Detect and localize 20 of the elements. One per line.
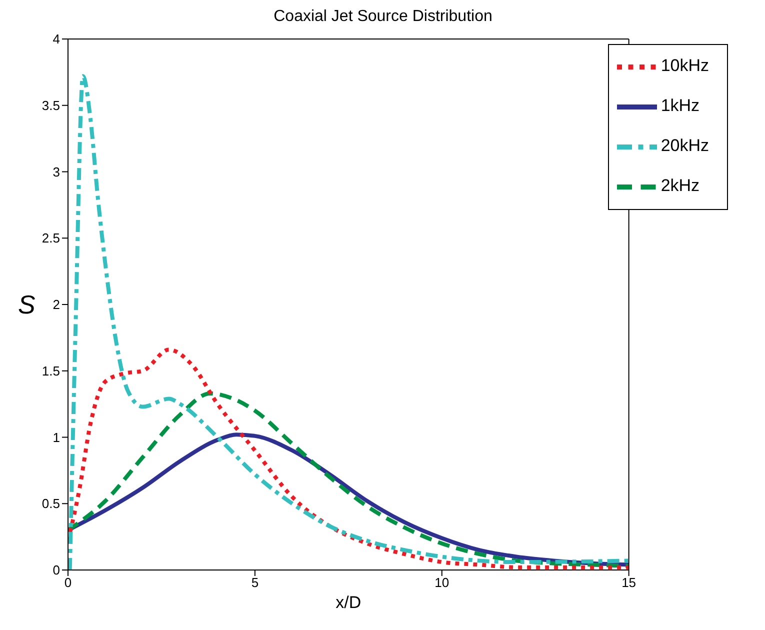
y-axis-title: S [18,290,36,320]
y-tick-label: 1 [52,430,60,445]
legend-label: 20kHz [660,136,709,156]
legend-label: 1kHz [660,96,700,116]
legend-label: 10kHz [660,56,709,76]
y-tick-label: 4 [52,32,60,47]
y-tick-label: 2.5 [42,230,60,246]
chart-title: Coaxial Jet Source Distribution [272,8,494,27]
x-tick-label: 5 [251,575,259,590]
y-tick-label: 2 [52,297,60,312]
y-tick-label: 0.5 [42,496,60,512]
x-tick-label: 10 [434,575,450,590]
y-tick-label: 1.5 [42,363,60,378]
x-axis-title: x/D [336,593,362,612]
y-tick-label: 3 [52,164,60,180]
legend-label: 2kHz [660,176,700,196]
x-tick-label: 15 [622,575,636,590]
y-tick-label: 0 [52,562,60,578]
y-tick-label: 3.5 [42,98,60,113]
x-tick-label: 0 [64,575,72,590]
